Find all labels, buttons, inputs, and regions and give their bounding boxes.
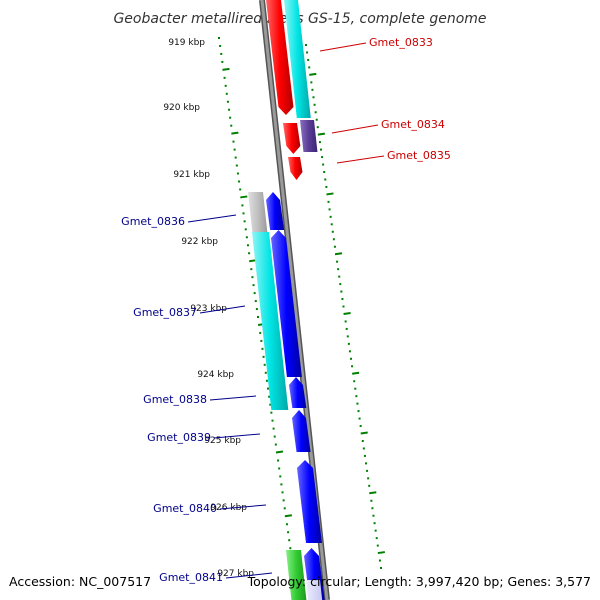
ruler-outer-ticks bbox=[305, 44, 385, 569]
features-layer bbox=[248, 0, 325, 600]
inner-tick bbox=[249, 259, 257, 263]
gene-0833-arrow bbox=[266, 0, 294, 115]
accession-label: Accession: NC_007517 bbox=[9, 574, 151, 589]
kbp-label: 927 kbp bbox=[217, 569, 254, 579]
outer-tick bbox=[309, 72, 317, 76]
gene-0836-annotation bbox=[248, 192, 268, 232]
outer-tick bbox=[360, 431, 368, 435]
gene-0835-arrow bbox=[288, 157, 303, 180]
kbp-label: 924 kbp bbox=[197, 370, 234, 380]
inner-tick bbox=[284, 514, 292, 518]
gene-0834-annotation bbox=[300, 120, 318, 152]
label-leader bbox=[187, 214, 237, 223]
gene-label[interactable]: Gmet_0838 bbox=[143, 393, 207, 406]
inner-tick bbox=[222, 67, 230, 71]
outer-tick bbox=[369, 491, 377, 495]
gene-0837-arrow bbox=[271, 230, 302, 377]
label-leader bbox=[219, 504, 267, 510]
inner-tick bbox=[240, 195, 248, 199]
gene-label[interactable]: Gmet_0833 bbox=[369, 36, 433, 49]
label-leader bbox=[336, 155, 385, 164]
outer-tick bbox=[343, 311, 351, 315]
outer-tick bbox=[326, 192, 334, 196]
gene-label[interactable]: Gmet_0837 bbox=[133, 306, 197, 319]
kbp-label: 919 kbp bbox=[168, 38, 205, 48]
label-leader bbox=[331, 124, 379, 134]
inner-tick bbox=[275, 450, 284, 454]
gene-0838-arrow bbox=[289, 377, 307, 408]
kbp-label: 923 kbp bbox=[190, 304, 227, 314]
outer-tick bbox=[334, 252, 343, 256]
kbp-label: 925 kbp bbox=[204, 436, 241, 446]
gene-0836-arrow bbox=[266, 192, 285, 230]
kbp-label: 922 kbp bbox=[181, 237, 218, 247]
label-leader bbox=[213, 433, 261, 439]
gene-0840-arrow bbox=[297, 460, 322, 543]
label-leader bbox=[199, 305, 246, 314]
inner-tick bbox=[231, 131, 239, 135]
gene-0833-annotation bbox=[284, 0, 311, 118]
gene-labels: Gmet_0833 Gmet_0834 Gmet_0835 Gmet_0836 Gmet… bbox=[121, 36, 451, 584]
gene-label[interactable]: Gmet_0834 bbox=[381, 118, 445, 131]
label-leader bbox=[319, 42, 367, 52]
topology-label: Topology: circular; Length: 3,997,420 bp… bbox=[247, 574, 591, 589]
gene-label[interactable]: Gmet_0835 bbox=[387, 149, 451, 162]
gene-0834-arrow bbox=[283, 123, 301, 154]
label-leader bbox=[225, 572, 273, 579]
gene-0839-arrow bbox=[292, 410, 311, 452]
gene-0841-annotation bbox=[286, 550, 307, 600]
gene-label[interactable]: Gmet_0841 bbox=[159, 571, 223, 584]
label-leader bbox=[209, 395, 257, 401]
gene-0837-annotation bbox=[252, 232, 289, 410]
kbp-label: 921 kbp bbox=[173, 170, 210, 180]
gene-0841-shade bbox=[306, 580, 323, 600]
gene-label[interactable]: Gmet_0839 bbox=[147, 431, 211, 444]
outer-tick bbox=[352, 371, 360, 375]
gene-label[interactable]: Gmet_0840 bbox=[153, 502, 217, 515]
label-leaders bbox=[187, 42, 385, 579]
kbp-label: 920 kbp bbox=[163, 103, 200, 113]
gene-label[interactable]: Gmet_0836 bbox=[121, 215, 185, 228]
outer-tick bbox=[377, 551, 385, 555]
outer-tick bbox=[317, 132, 325, 136]
